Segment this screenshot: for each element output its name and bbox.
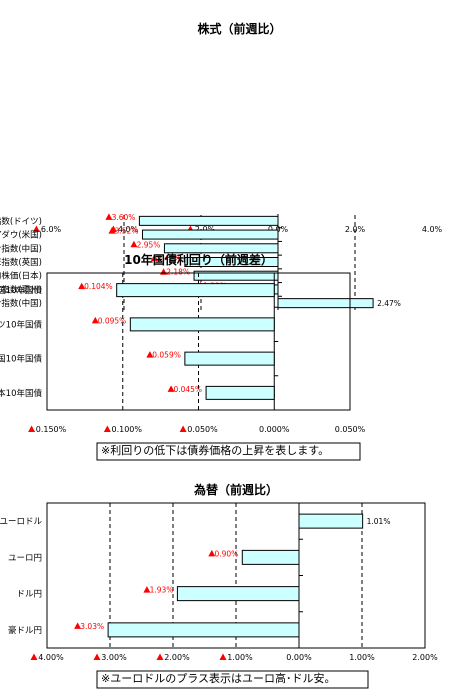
bar [241,549,300,565]
tick-label: 0.0% [268,225,289,234]
tick-label: 0.050% [335,425,366,434]
data-label: 2.47% [377,299,401,308]
category-label: ASX指数(豪州) [0,284,42,295]
data-label: 3.52% [115,227,139,236]
negative-marker-icon [179,425,187,432]
bar [205,385,275,400]
category-label: NYダウ(米国) [0,230,42,241]
negative-marker-icon [32,225,40,232]
chart-note: ※ユーロドルのプラス表示はユーロ高･ドル安。 [101,671,336,685]
data-label: 3.60% [112,213,136,222]
bar [163,243,279,254]
negative-marker-icon [219,653,227,660]
negative-marker-icon [130,240,138,248]
negative-marker-icon [103,425,111,432]
data-label: 2.18% [166,268,190,277]
category-label: 豪ドル円 [8,625,42,636]
tick-label: 0.100% [111,425,142,434]
tick-label: 2.0% [345,225,366,234]
negative-marker-icon [150,254,158,261]
tick-label: 2.00% [412,653,438,662]
tick-label: 2.0% [195,225,216,234]
bar [176,586,300,602]
tick-label: 3.00% [101,653,127,662]
negative-marker-icon [78,282,86,290]
bar [193,270,279,281]
bar [277,298,374,309]
data-label: 0.045% [173,385,202,394]
bar [107,622,300,638]
negative-marker-icon [28,425,36,432]
bar [129,317,275,332]
tick-label: 1.00% [349,653,375,662]
data-label: 0.095% [98,316,127,325]
data-label: 1.93% [150,586,174,595]
negative-marker-icon [143,586,151,593]
negative-marker-icon [91,316,99,324]
data-label: 0.90% [214,549,238,558]
tick-label: 2.00% [164,653,190,662]
negative-marker-icon [146,351,154,358]
category-label: ユーロ円 [8,553,42,563]
bar [138,215,279,226]
category-label: ユーロドル [0,517,42,527]
negative-marker-icon [108,227,116,234]
tick-label: 4.0% [118,225,139,234]
category-label: 米国10年国債 [0,285,42,296]
negative-marker-icon [74,622,82,629]
note-box [96,442,361,461]
data-label: 0.104% [84,282,113,291]
category-label: 日経平均株価(日本) [0,271,42,282]
category-label: ドイツ10年国債 [0,319,42,330]
chart-title: 10年国債利回り（前週差） [124,252,273,267]
category-label: FTSE指数(英国) [0,257,42,268]
bar [184,351,275,366]
negative-marker-icon [208,549,216,557]
tick-label: 0.00% [286,653,312,662]
tick-label: 0.050% [187,425,218,434]
data-label: 2.95% [137,240,161,249]
chart-title: 為替（前週比） [194,482,278,497]
negative-marker-icon [93,653,101,660]
category-label: 香港ハンセン指数(中国) [0,243,42,254]
category-label: ドル円 [16,590,42,600]
data-label: 0.059% [152,351,181,360]
bar [116,283,275,298]
negative-marker-icon [30,653,38,660]
negative-marker-icon [105,213,113,220]
tick-label: 4.0% [422,225,443,234]
category-label: DAX指数(ドイツ) [0,216,42,227]
tick-label: 0.000% [259,425,290,434]
note-box [96,670,369,689]
chart-title: 株式（前週比） [197,21,281,36]
bar [141,229,279,240]
bar [298,513,364,529]
negative-marker-icon [167,385,175,392]
data-label: 2.42% [157,254,181,263]
chart-note: ※利回りの低下は債券価格の上昇を表します。 [101,443,329,457]
data-label: 1.01% [367,517,391,526]
tick-label: 6.0% [41,225,62,234]
bar [184,257,279,267]
negative-marker-icon [156,653,164,660]
category-label: 日本10年国債 [0,388,42,399]
tick-label: 1.00% [227,653,253,662]
tick-label: 0.150% [36,425,67,434]
category-label: 英国10年国債 [0,354,42,365]
data-label: 3.03% [80,622,104,631]
category-label: 上海総合指数(中国) [0,298,42,309]
tick-label: 4.00% [38,653,64,662]
